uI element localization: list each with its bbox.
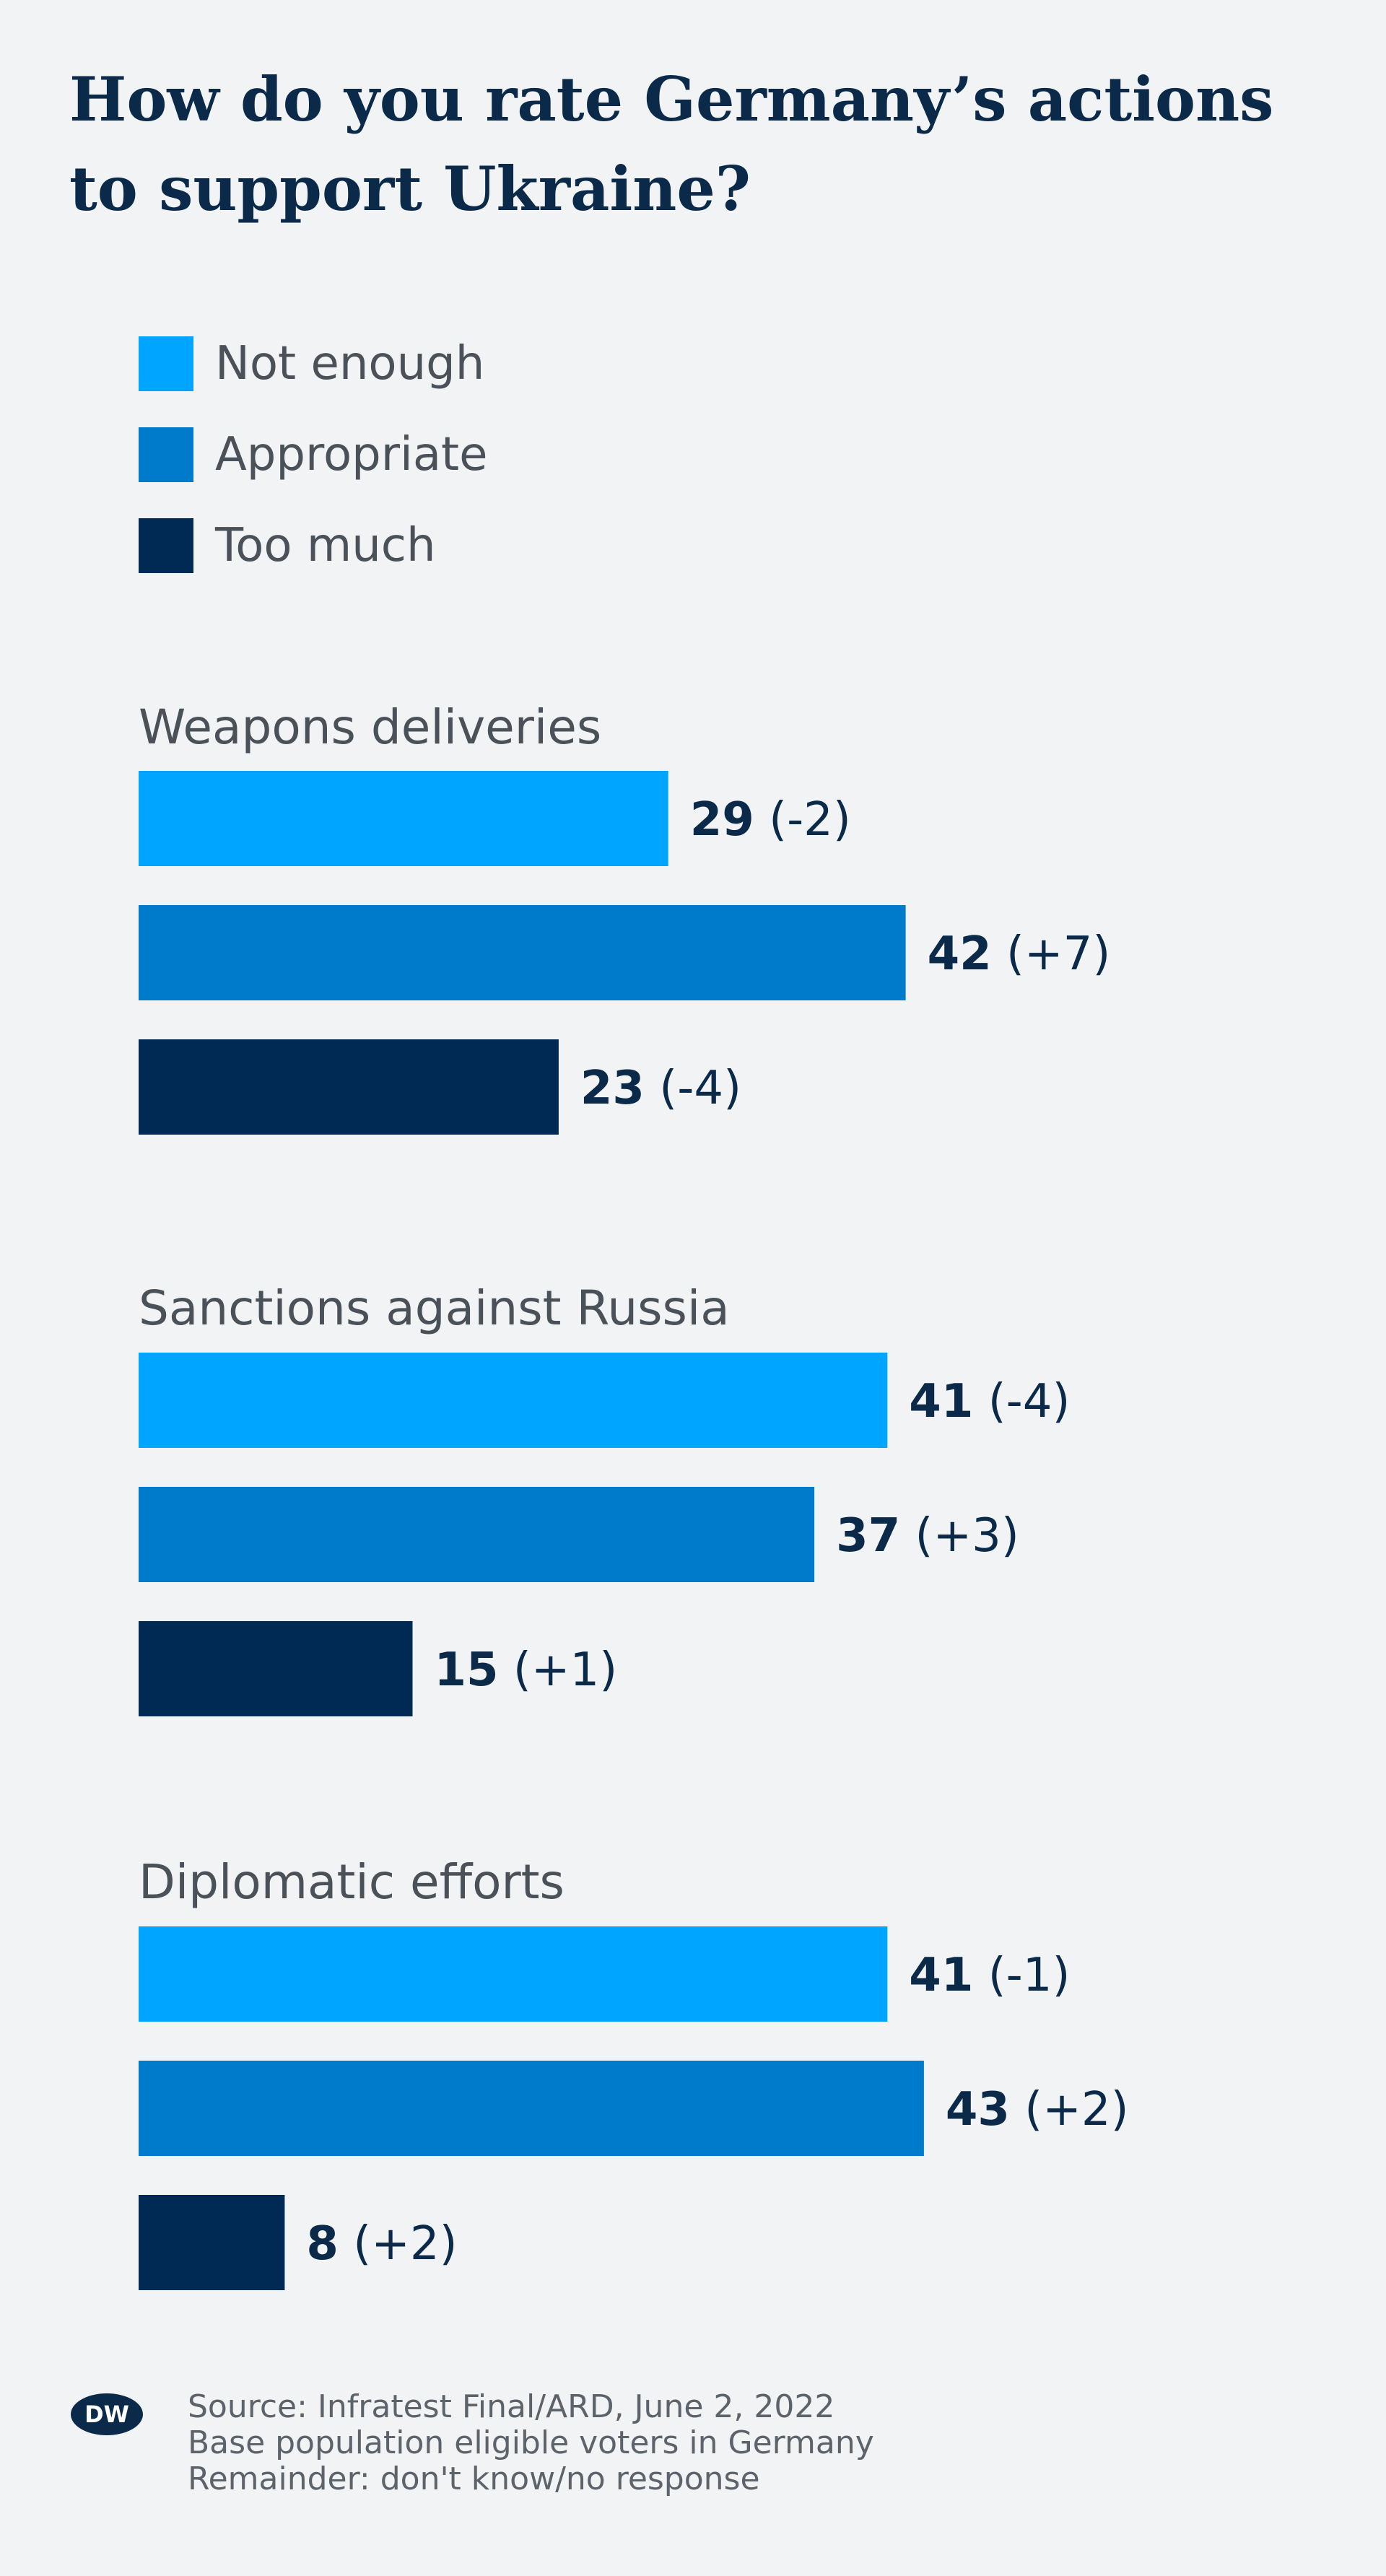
value-change: (+3): [900, 1509, 1019, 1563]
chart-title: How do you rate Germany’s actions to sup…: [69, 64, 1274, 224]
value-change: (+2): [339, 2217, 458, 2271]
population-line: Base population eligible voters in Germa…: [188, 2424, 874, 2461]
bar-sanctions-against-russia-appropriate: [139, 1487, 815, 1582]
dw-logo: DW: [71, 2393, 143, 2435]
bar-diplomatic-efforts-too-much: [139, 2195, 285, 2290]
data-label-sanctions-against-russia-not-enough: 41 (-4): [909, 1375, 1070, 1428]
value-number: 42: [928, 927, 992, 981]
legend: Not enough Appropriate Too much: [139, 336, 488, 609]
value-number: 37: [836, 1509, 900, 1563]
bar-weapons-deliveries-not-enough: [139, 771, 668, 866]
value-change: (+1): [499, 1643, 618, 1697]
bar-sanctions-against-russia-too-much: [139, 1621, 413, 1716]
value-change: (-4): [645, 1062, 741, 1115]
legend-swatch-appropriate: [139, 427, 193, 482]
data-label-weapons-deliveries-too-much: 23 (-4): [580, 1062, 741, 1115]
value-number: 29: [690, 793, 754, 847]
value-number: 41: [909, 1375, 973, 1428]
group-label-weapons-deliveries: Weapons deliveries: [139, 699, 601, 755]
source-note: Source: Infratest Final/ARD, June 2, 202…: [188, 2389, 874, 2497]
value-number: 8: [306, 2217, 339, 2271]
remainder-line: Remainder: don't know/no response: [188, 2461, 760, 2497]
data-label-diplomatic-efforts-too-much: 8 (+2): [306, 2217, 457, 2271]
legend-item-appropriate: Appropriate: [139, 427, 488, 482]
value-change: (-4): [973, 1375, 1070, 1428]
legend-item-too-much: Too much: [139, 518, 488, 573]
dw-logo-text: DW: [84, 2401, 129, 2428]
data-label-weapons-deliveries-appropriate: 42 (+7): [928, 927, 1111, 981]
legend-label-appropriate: Appropriate: [215, 428, 488, 481]
data-label-sanctions-against-russia-too-much: 15 (+1): [435, 1643, 618, 1697]
bar-weapons-deliveries-too-much: [139, 1039, 559, 1135]
value-number: 43: [946, 2083, 1010, 2136]
value-change: (-2): [754, 793, 851, 847]
data-label-weapons-deliveries-not-enough: 29 (-2): [690, 793, 851, 847]
legend-label-too-much: Too much: [215, 519, 436, 572]
legend-swatch-not-enough: [139, 336, 193, 391]
footer: DW Source: Infratest Final/ARD, June 2, …: [69, 2389, 874, 2497]
bar-diplomatic-efforts-appropriate: [139, 2061, 924, 2156]
bar-weapons-deliveries-appropriate: [139, 905, 906, 1000]
legend-label-not-enough: Not enough: [215, 337, 485, 390]
legend-item-not-enough: Not enough: [139, 336, 488, 391]
source-line: Source: Infratest Final/ARD, June 2, 202…: [188, 2388, 835, 2425]
value-change: (+2): [1010, 2083, 1129, 2136]
value-number: 23: [580, 1062, 645, 1115]
group-label-diplomatic-efforts: Diplomatic efforts: [139, 1854, 565, 1910]
data-label-sanctions-against-russia-appropriate: 37 (+3): [836, 1509, 1019, 1563]
data-label-diplomatic-efforts-appropriate: 43 (+2): [946, 2083, 1129, 2136]
value-number: 15: [435, 1643, 499, 1697]
bar-diplomatic-efforts-not-enough: [139, 1926, 888, 2022]
data-label-diplomatic-efforts-not-enough: 41 (-1): [909, 1949, 1070, 2002]
legend-swatch-too-much: [139, 518, 193, 573]
bar-sanctions-against-russia-not-enough: [139, 1353, 888, 1448]
value-number: 41: [909, 1949, 973, 2002]
group-label-sanctions-against-russia: Sanctions against Russia: [139, 1280, 730, 1336]
value-change: (-1): [973, 1949, 1070, 2002]
value-change: (+7): [992, 927, 1111, 981]
